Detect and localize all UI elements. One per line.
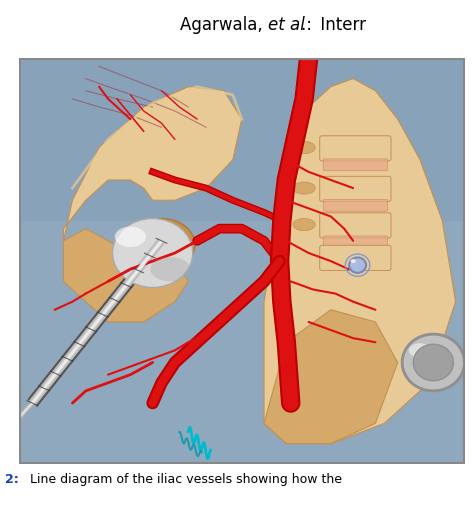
- Ellipse shape: [409, 343, 431, 357]
- Text: Line diagram of the iliac vessels showing how the: Line diagram of the iliac vessels showin…: [26, 474, 342, 486]
- Polygon shape: [64, 229, 188, 322]
- Bar: [19, 58, 465, 221]
- Text: Agarwala,: Agarwala,: [180, 16, 271, 34]
- Ellipse shape: [150, 257, 191, 281]
- Ellipse shape: [112, 219, 193, 287]
- FancyBboxPatch shape: [319, 136, 391, 161]
- Text: 2:: 2:: [5, 474, 18, 486]
- Ellipse shape: [402, 334, 465, 391]
- Ellipse shape: [293, 219, 315, 231]
- FancyBboxPatch shape: [319, 213, 391, 238]
- Ellipse shape: [349, 258, 366, 273]
- Polygon shape: [264, 79, 456, 444]
- FancyBboxPatch shape: [323, 236, 387, 248]
- Text: .: Interr: .: Interr: [301, 16, 365, 34]
- FancyBboxPatch shape: [319, 176, 391, 201]
- Polygon shape: [264, 310, 398, 444]
- Ellipse shape: [137, 225, 186, 265]
- FancyBboxPatch shape: [319, 245, 391, 270]
- FancyBboxPatch shape: [323, 159, 387, 171]
- Ellipse shape: [115, 227, 146, 247]
- Text: et al: et al: [268, 16, 305, 34]
- Ellipse shape: [128, 219, 195, 271]
- Ellipse shape: [293, 182, 315, 194]
- Polygon shape: [64, 87, 242, 241]
- FancyBboxPatch shape: [323, 199, 387, 211]
- Ellipse shape: [413, 344, 454, 381]
- Ellipse shape: [293, 141, 315, 154]
- Ellipse shape: [350, 259, 356, 263]
